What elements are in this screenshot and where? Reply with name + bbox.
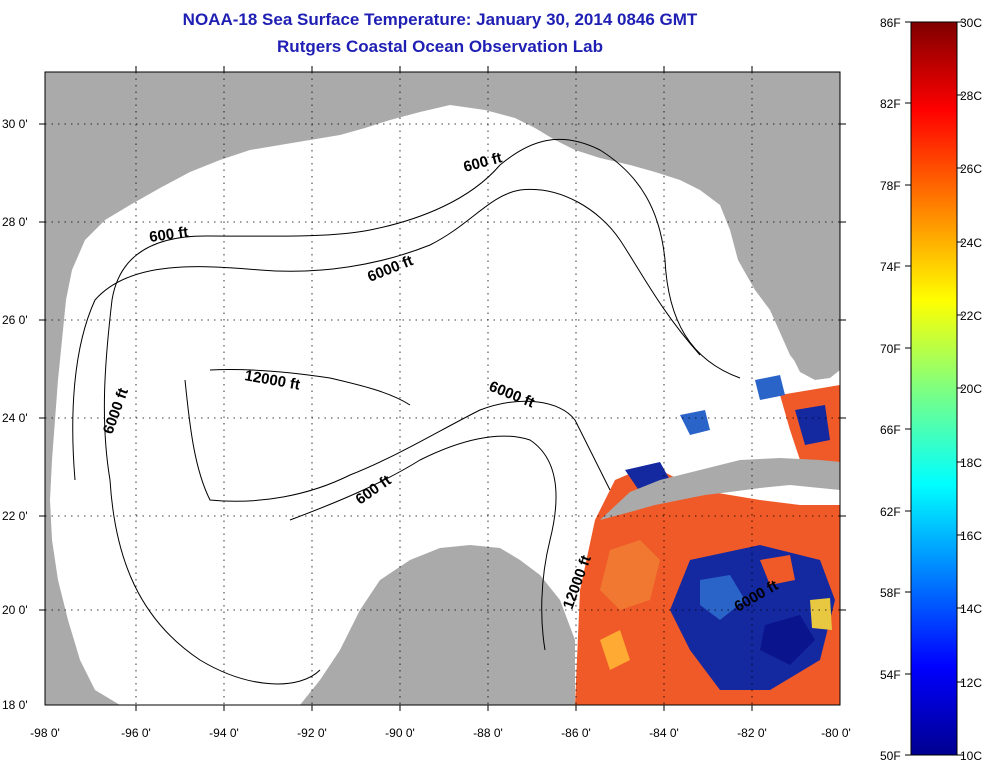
colorbar-c-label: 14C — [960, 602, 982, 616]
map-title: NOAA-18 Sea Surface Temperature: January… — [182, 10, 698, 29]
lat-label: 20 0' — [2, 603, 28, 617]
colorbar-ticks — [905, 21, 963, 756]
lat-label: 18 0' — [2, 698, 28, 712]
colorbar-f-label: 50F — [880, 749, 901, 763]
map-frame — [44, 71, 841, 706]
colorbar-f-label: 74F — [880, 260, 901, 274]
colorbar-c-label: 12C — [960, 676, 982, 690]
colorbar — [910, 21, 958, 756]
sst-data-layer — [575, 375, 840, 705]
colorbar-c-label: 10C — [960, 749, 982, 763]
colorbar-c-label: 22C — [960, 309, 982, 323]
lon-label: -98 0' — [30, 726, 60, 740]
map-grid — [45, 72, 840, 705]
bathymetry-contours — [72, 138, 741, 685]
lon-label: -90 0' — [385, 726, 415, 740]
lon-label: -88 0' — [473, 726, 503, 740]
land-yucatan — [300, 545, 575, 705]
lon-label: -92 0' — [297, 726, 327, 740]
lon-label: -82 0' — [737, 726, 767, 740]
lon-label: -84 0' — [649, 726, 679, 740]
axis-ticks — [39, 66, 846, 711]
contour-6000ft-south — [184, 379, 611, 502]
lat-label: 24 0' — [2, 411, 28, 425]
contour-600ft-south — [289, 435, 557, 651]
lat-label: 28 0' — [2, 215, 28, 229]
map-subtitle: Rutgers Coastal Ocean Observation Lab — [277, 37, 603, 56]
contour-6000ft-west — [109, 479, 321, 685]
colorbar-c-label: 28C — [960, 89, 982, 103]
lon-label: -80 0' — [821, 726, 851, 740]
colorbar-f-label: 62F — [880, 505, 901, 519]
lat-label: 22 0' — [2, 509, 28, 523]
colorbar-c-label: 20C — [960, 382, 982, 396]
colorbar-f-label: 58F — [880, 586, 901, 600]
contour-12000ft — [209, 368, 411, 406]
contour-label-600-a: 600 ft — [148, 224, 189, 246]
land-florida — [735, 72, 840, 380]
colorbar-c-label: 30C — [960, 16, 982, 30]
colorbar-f-label: 66F — [880, 423, 901, 437]
colorbar-c-label: 24C — [960, 236, 982, 250]
land-layer — [45, 72, 840, 705]
colorbar-f-label: 78F — [880, 179, 901, 193]
colorbar-f-label: 82F — [880, 97, 901, 111]
lat-label: 26 0' — [2, 313, 28, 327]
lon-label: -96 0' — [121, 726, 151, 740]
lon-label: -86 0' — [561, 726, 591, 740]
colorbar-c-label: 26C — [960, 162, 982, 176]
colorbar-f-label: 70F — [880, 342, 901, 356]
lat-label: 30 0' — [2, 117, 28, 131]
colorbar-f-label: 54F — [880, 668, 901, 682]
lon-label: -94 0' — [209, 726, 239, 740]
land-mexico-us — [45, 72, 840, 705]
colorbar-c-label: 18C — [960, 456, 982, 470]
land-cuba — [600, 458, 840, 520]
contour-600ft-north — [103, 138, 741, 481]
colorbar-f-label: 86F — [880, 16, 901, 30]
colorbar-c-label: 16C — [960, 529, 982, 543]
contour-6000ft-north — [72, 188, 701, 481]
